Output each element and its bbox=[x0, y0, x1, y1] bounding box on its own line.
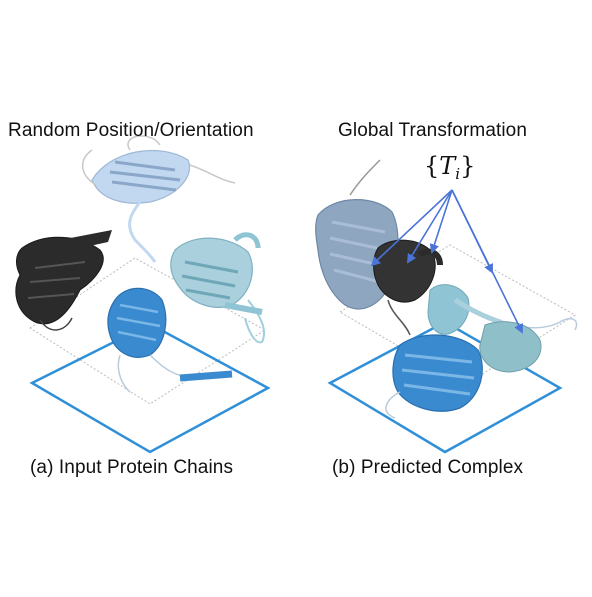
open-brace: { bbox=[424, 152, 439, 180]
right-panel bbox=[316, 160, 577, 452]
right-bottom-label: (b) Predicted Complex bbox=[332, 457, 523, 479]
right-top-label: Global Transformation bbox=[338, 120, 527, 142]
left-panel bbox=[16, 136, 268, 452]
close-brace: } bbox=[460, 152, 475, 180]
left-bottom-label: (a) Input Protein Chains bbox=[30, 457, 233, 479]
left-chain-cyan bbox=[171, 235, 264, 343]
left-top-label: Random Position/Orientation bbox=[8, 120, 254, 142]
right-chain-blue bbox=[386, 335, 482, 418]
transform-variable: T bbox=[439, 152, 455, 180]
left-chain-dark bbox=[16, 230, 112, 330]
transform-symbol: {Ti} bbox=[424, 152, 475, 183]
